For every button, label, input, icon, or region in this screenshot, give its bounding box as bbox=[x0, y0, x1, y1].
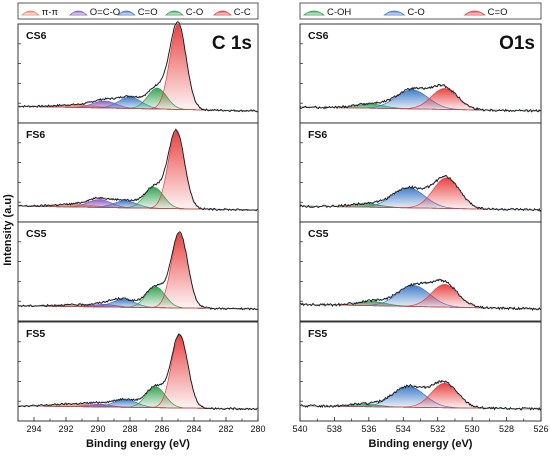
y-axis-label: Intensity (a.u) bbox=[2, 194, 14, 266]
legend-swatch-pi-pi bbox=[20, 10, 40, 16]
legend-label-c-c: C-C bbox=[234, 7, 251, 18]
raw-spectrum bbox=[299, 83, 542, 113]
legend-label-pi-pi: π-π bbox=[42, 7, 59, 18]
raw-spectrum bbox=[299, 379, 542, 411]
raw-spectrum bbox=[17, 333, 259, 411]
legend-item-c-oh: C-OH bbox=[302, 7, 351, 18]
panel-fs5: FS5 bbox=[299, 321, 542, 422]
panel-label-cs5: CS5 bbox=[308, 228, 329, 240]
x-tick-label: 536 bbox=[361, 424, 376, 434]
legend-swatch-c-o bbox=[116, 10, 136, 16]
x-tick-label: 284 bbox=[186, 424, 201, 434]
panel-fs6: FS6 bbox=[17, 122, 259, 223]
legend-item-c-o: C=O bbox=[463, 7, 508, 18]
legend-item-c-o: C-O bbox=[164, 7, 203, 18]
legend-swatch-c-c bbox=[212, 10, 232, 16]
x-tick-label: 294 bbox=[26, 424, 41, 434]
x-axis: 540 538 536 534 532 530 528 526 Binding energy (… bbox=[292, 417, 549, 450]
legend-item-c-c: C-C bbox=[212, 7, 251, 18]
legend-item-c-o: C-O bbox=[383, 7, 425, 18]
legend-label-c-o: C-O bbox=[407, 7, 424, 18]
legend-swatch-o-c-o bbox=[68, 10, 88, 16]
x-tick-label: 530 bbox=[465, 424, 480, 434]
legend-label-c-o: C=O bbox=[488, 7, 508, 18]
panel-label-cs5: CS5 bbox=[26, 228, 47, 240]
panel-label-fs5: FS5 bbox=[26, 328, 45, 340]
raw-spectrum bbox=[17, 128, 259, 212]
raw-spectrum bbox=[17, 21, 259, 113]
panel-label-cs6: CS6 bbox=[308, 30, 329, 42]
element-label-o1s: O1s bbox=[499, 33, 535, 54]
legend-label-c-oh: C-OH bbox=[327, 7, 351, 18]
o1s-chart: C-OH C-O C=O CS6 O1s FS6 CS5 FS5 540 538 536 534 532… bbox=[292, 2, 549, 450]
x-tick-label: 534 bbox=[396, 424, 411, 434]
x-tick-label: 280 bbox=[250, 424, 265, 434]
legend-label-c-o: C-O bbox=[186, 7, 203, 18]
x-axis-label: Binding energy (eV) bbox=[86, 438, 190, 450]
x-tick-label: 540 bbox=[292, 424, 307, 434]
legend-swatch-c-o bbox=[383, 10, 406, 16]
legend-swatch-c-oh bbox=[302, 10, 326, 16]
panel-label-fs6: FS6 bbox=[308, 129, 327, 141]
x-tick-label: 528 bbox=[499, 424, 514, 434]
panel-cs5: CS5 bbox=[299, 221, 542, 322]
legend-item-pi-pi: π-π bbox=[20, 7, 59, 18]
x-tick-label: 526 bbox=[533, 424, 548, 434]
legend: π-π O=C-O C=O C-O C-C bbox=[17, 2, 259, 20]
x-tick-label: 538 bbox=[327, 424, 342, 434]
fit-envelope bbox=[17, 129, 259, 211]
legend-swatch-c-o bbox=[463, 10, 486, 16]
raw-spectrum bbox=[17, 231, 259, 311]
legend-label-o-c-o: O=C-O bbox=[90, 7, 120, 18]
element-label-c-1s: C 1s bbox=[212, 33, 252, 54]
legend-swatch-c-o bbox=[164, 10, 184, 16]
legend-item-o-c-o: O=C-O bbox=[68, 7, 120, 18]
x-tick-label: 290 bbox=[90, 424, 105, 434]
panel-fs6: FS6 bbox=[299, 122, 542, 223]
raw-spectrum bbox=[299, 174, 542, 213]
x-tick-label: 288 bbox=[122, 424, 137, 434]
panel-cs6: CS6 C 1s bbox=[17, 21, 259, 124]
x-tick-label: 282 bbox=[218, 424, 233, 434]
legend: C-OH C-O C=O bbox=[299, 2, 542, 20]
panel-label-cs6: CS6 bbox=[26, 30, 47, 42]
x-axis: 294 292 290 288 286 284 282 280 Binding energy (… bbox=[26, 417, 266, 450]
panel-cs5: CS5 bbox=[17, 221, 259, 322]
panel-label-fs5: FS5 bbox=[308, 328, 327, 340]
x-tick-label: 532 bbox=[430, 424, 445, 434]
panel-cs6: CS6 O1s bbox=[299, 23, 542, 124]
raw-spectrum bbox=[299, 278, 542, 312]
legend-label-c-o: C=O bbox=[138, 7, 158, 18]
x-tick-label: 292 bbox=[58, 424, 73, 434]
x-axis-label: Binding energy (eV) bbox=[369, 438, 473, 450]
panel-fs5: FS5 bbox=[17, 321, 259, 422]
x-tick-label: 286 bbox=[154, 424, 169, 434]
legend-item-c-o: C=O bbox=[116, 7, 158, 18]
panel-label-fs6: FS6 bbox=[26, 129, 45, 141]
